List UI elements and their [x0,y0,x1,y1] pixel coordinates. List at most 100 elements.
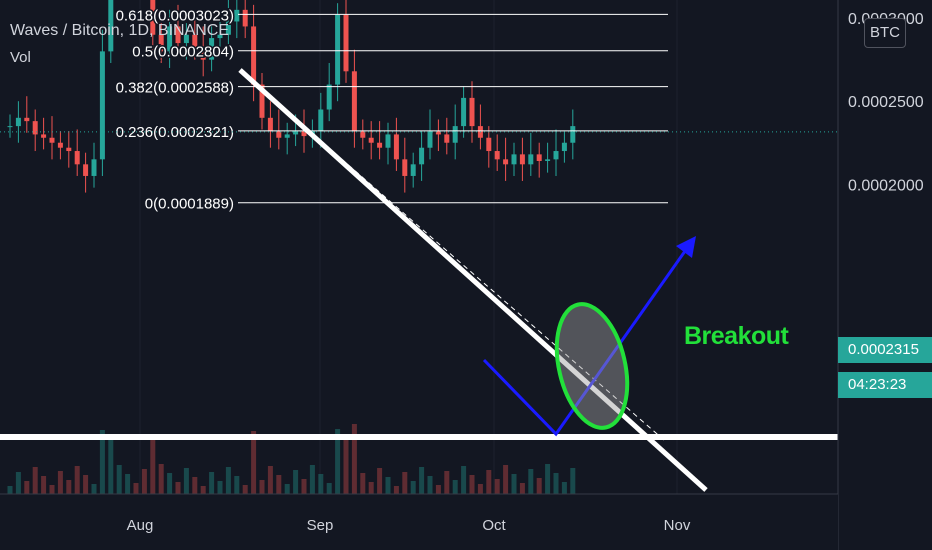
volume-bar [318,474,324,494]
volume-bar [251,431,257,494]
volume-bar [74,466,80,494]
volume-bar [528,469,534,494]
volume-label[interactable]: Vol [10,49,31,66]
candle-body [419,147,425,165]
candle-body [494,151,500,160]
candle-body [385,134,391,148]
volume-bar [461,466,467,494]
volume-bar [326,483,332,494]
volume-bar [234,476,240,494]
time-grid [139,0,678,494]
breakout-highlight-ellipse [554,302,630,430]
volume-bar [503,465,509,494]
volume-bar [435,485,441,494]
volume-bar [494,479,500,494]
x-tick-label: Aug [127,517,154,534]
fib-level-label: 0.382(0.0002588) [116,80,234,97]
volume-bar [91,484,97,494]
trend-drawings[interactable] [0,68,838,492]
symbol-title[interactable]: Waves / Bitcoin, 1D, BINANCE [10,22,230,39]
volume-bar [57,471,63,494]
candle-body [435,131,441,135]
volume-bar [225,467,231,494]
candle-body [410,164,416,176]
candle-body [570,126,576,143]
volume-bar [150,438,156,494]
candle-body [427,131,433,148]
volume-bar [486,470,492,494]
candle-body [519,154,525,165]
volume-bar [209,472,215,494]
candle-body [259,84,265,118]
candlesticks [7,0,576,193]
volume-bar [293,470,299,494]
volume-bar [183,468,189,494]
candle-body [24,117,30,122]
candle-body [486,137,492,152]
volume-bars [7,424,576,494]
candle-body [528,154,534,165]
volume-bar [427,476,433,494]
bar-countdown: 04:23:23 [838,372,932,398]
fibonacci-retracement[interactable]: 1(0.0003718)0.786(0.0003327)0.618(0.0003… [0,0,838,214]
volume-bar [99,430,105,494]
volume-bar [83,475,89,494]
candle-body [83,164,89,176]
currency-button[interactable]: BTC [864,18,906,48]
volume-bar [452,480,458,494]
candle-body [301,131,307,137]
candle-body [251,26,257,85]
volume-bar [519,483,525,494]
candle-body [276,131,282,138]
volume-bar [41,476,47,494]
candle-body [49,137,55,143]
volume-bar [7,486,13,494]
x-tick-label: Oct [482,517,506,534]
candle-body [284,134,290,138]
x-tick-label: Sep [307,517,334,534]
candle-body [469,97,475,127]
volume-bar [49,485,55,494]
volume-bar [553,473,559,494]
volume-bar [284,484,290,494]
volume-bar [301,479,307,494]
volume-bar [15,472,21,494]
candle-body [242,9,248,27]
candle-body [175,26,181,44]
fib-level-label: 0.5(0.0002804) [132,44,234,61]
candle-body [91,159,97,176]
breakout-label: Breakout [684,322,789,350]
volume-bar [309,465,315,494]
volume-bar [402,472,408,494]
volume-bar [536,478,542,494]
volume-bar [133,483,139,494]
volume-bar [32,467,38,494]
volume-bar [175,482,181,494]
volume-bar [66,480,72,494]
candle-body [41,134,47,138]
candle-body [225,21,231,35]
fib-level-label: 0.618(0.0003023) [116,7,234,24]
volume-bar [377,468,383,494]
candle-body [74,151,80,165]
candle-body [234,9,240,22]
last-price-tag: 0.0002315 [838,337,932,363]
fib-level-label: 0(0.0001889) [145,196,234,213]
projection-path [482,243,692,437]
candle-body [66,147,72,152]
candle-body [561,142,567,152]
candle-body [7,126,13,128]
volume-bar [570,468,576,494]
candle-body [326,84,332,110]
price-axis-bg [838,0,932,550]
candle-body [461,97,467,127]
candle-body [32,121,38,135]
volume-bar [242,485,248,494]
time-axis[interactable]: Aug Sep Oct Nov [0,493,838,550]
volume-bar [477,484,483,494]
candle-body [351,71,357,132]
volume-bar [24,481,30,494]
candle-body [158,34,164,52]
price-axis[interactable]: 0.00040000.00035000.00030000.00025000.00… [837,0,932,550]
